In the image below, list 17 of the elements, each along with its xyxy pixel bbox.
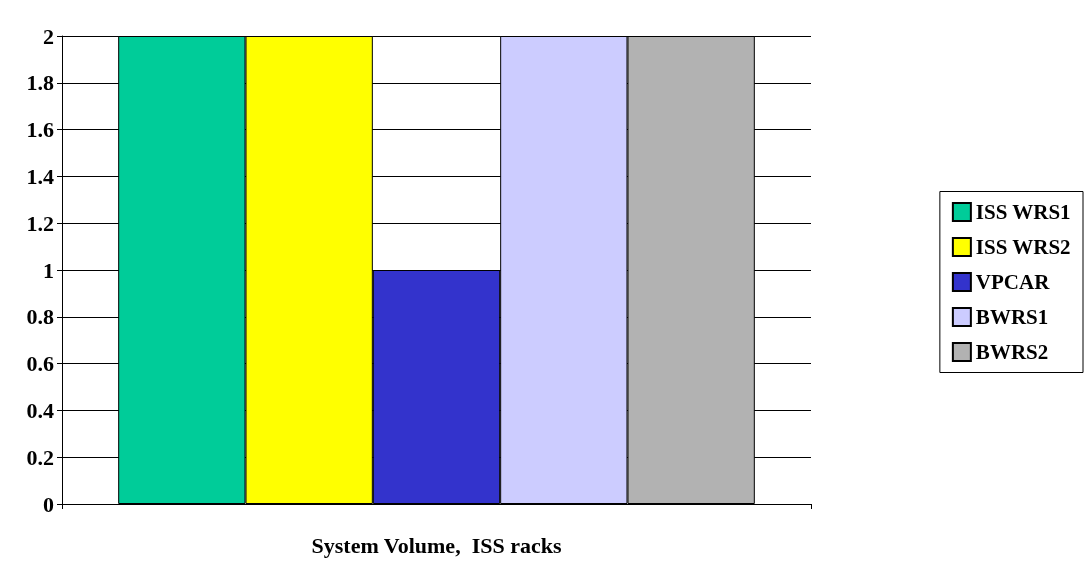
legend-label: ISS WRS1	[975, 200, 1071, 224]
y-tick-label: 1	[43, 257, 54, 283]
legend-label: BWRS1	[975, 305, 1049, 329]
y-tick-label: 1.2	[26, 210, 54, 236]
x-axis-title: System Volume, ISS racks	[311, 532, 562, 558]
y-tick-label: 0.6	[26, 351, 54, 377]
y-tick-label: 0.8	[26, 304, 54, 330]
y-tick-label: 1.6	[26, 117, 54, 143]
y-tick-label: 0	[43, 491, 54, 517]
legend-label: VPCAR	[975, 270, 1051, 294]
y-tick-label: 1.8	[26, 70, 54, 96]
legend-label: BWRS2	[975, 340, 1049, 364]
y-tick-label: 2	[43, 23, 54, 49]
legend-label: ISS WRS2	[975, 235, 1071, 259]
y-tick-label: 1.4	[26, 163, 54, 189]
y-tick-label: 0.2	[26, 444, 54, 470]
y-tick-label: 0.4	[26, 397, 54, 423]
